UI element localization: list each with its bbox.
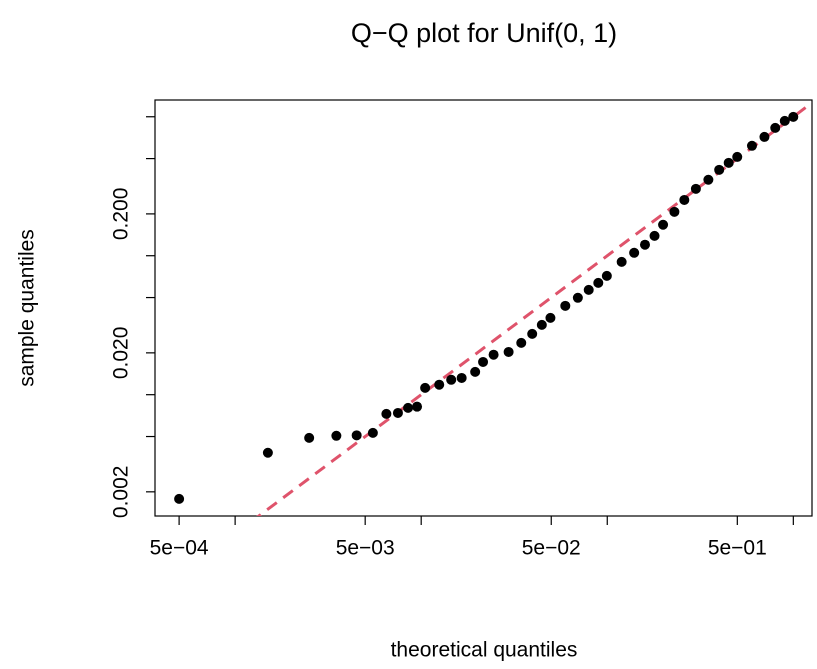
point: [770, 122, 781, 133]
point: [403, 402, 414, 413]
point: [516, 337, 527, 348]
point: [583, 284, 594, 295]
point: [456, 372, 467, 383]
reference-line: [256, 101, 812, 516]
point: [669, 206, 680, 217]
point: [545, 312, 556, 323]
point: [478, 356, 489, 367]
x-axis-label: theoretical quantiles: [391, 639, 578, 662]
point: [527, 328, 538, 339]
x-tick-label: 5e−01: [708, 537, 767, 560]
point: [732, 151, 743, 162]
point: [446, 374, 457, 385]
point: [488, 349, 499, 360]
point: [690, 183, 701, 194]
point: [679, 194, 690, 205]
point: [470, 366, 481, 377]
y-axis-label: sample quantiles: [16, 229, 39, 387]
point: [723, 157, 734, 168]
point: [434, 379, 445, 390]
point: [788, 111, 799, 122]
chart-title: Q−Q plot for Unif(0, 1): [351, 18, 617, 48]
point: [560, 300, 571, 311]
point: [262, 447, 273, 458]
point: [649, 230, 660, 241]
point: [412, 401, 423, 412]
point: [174, 493, 185, 504]
point: [746, 140, 757, 151]
point: [601, 270, 612, 281]
x-tick-label: 5e−02: [522, 537, 581, 560]
point: [503, 346, 514, 357]
x-tick-label: 5e−04: [150, 537, 209, 560]
point: [593, 277, 604, 288]
point: [304, 432, 315, 443]
point: [367, 427, 378, 438]
point: [331, 430, 342, 441]
point: [381, 408, 392, 419]
point: [759, 131, 770, 142]
y-tick-label: 0.020: [110, 327, 133, 380]
point: [392, 407, 403, 418]
point: [629, 247, 640, 258]
point: [572, 292, 583, 303]
point: [536, 319, 547, 330]
point: [639, 239, 650, 250]
plot-frame: [154, 99, 813, 517]
point: [420, 382, 431, 393]
y-tick-label: 0.200: [110, 188, 133, 241]
x-tick-label: 5e−03: [336, 537, 395, 560]
point: [703, 174, 714, 185]
point: [779, 115, 790, 126]
y-tick-label: 0.002: [110, 466, 133, 519]
point: [714, 164, 725, 175]
plot-area: [174, 101, 812, 516]
point: [351, 430, 362, 441]
point: [658, 219, 669, 230]
point: [616, 256, 627, 267]
